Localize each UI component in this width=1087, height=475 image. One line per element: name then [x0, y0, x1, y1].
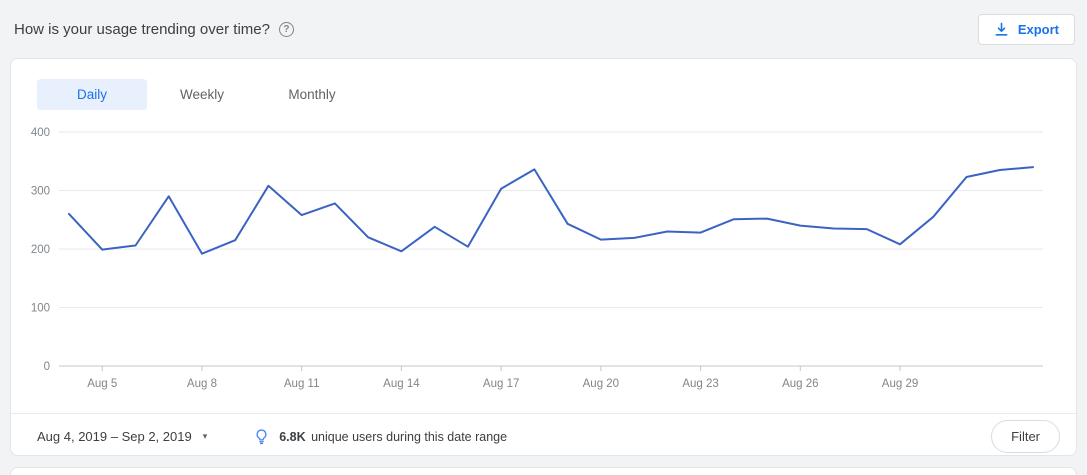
insight-text-wrap: 6.8K unique users during this date range	[279, 430, 507, 444]
title-wrap: How is your usage trending over time? ?	[14, 21, 294, 38]
download-icon	[995, 22, 1008, 36]
usage-chart-card: Daily Weekly Monthly 0 100 200 300 400 Aug 5 A…	[10, 58, 1077, 456]
svg-text:Aug 29: Aug 29	[882, 378, 918, 390]
svg-text:Aug 17: Aug 17	[483, 378, 519, 390]
svg-text:300: 300	[31, 186, 50, 198]
svg-text:Aug 5: Aug 5	[87, 378, 117, 390]
next-section-card-edge	[10, 467, 1077, 475]
chart-footer: Aug 4, 2019 – Sep 2, 2019 ▾ 6.8K unique …	[11, 413, 1076, 459]
tab-monthly[interactable]: Monthly	[288, 87, 336, 102]
svg-text:100: 100	[31, 303, 50, 315]
svg-text:Aug 8: Aug 8	[187, 378, 217, 390]
svg-text:Aug 11: Aug 11	[284, 378, 320, 390]
tab-weekly[interactable]: Weekly	[179, 87, 224, 102]
tab-daily[interactable]: Daily	[37, 79, 147, 110]
filter-button[interactable]: Filter	[991, 420, 1060, 453]
date-range-label: Aug 4, 2019 – Sep 2, 2019	[37, 429, 192, 444]
granularity-tabs: Daily Weekly Monthly	[11, 59, 1076, 110]
page-title: How is your usage trending over time?	[14, 20, 270, 38]
insight-note: 6.8K unique users during this date range	[253, 428, 507, 445]
export-button[interactable]: Export	[977, 13, 1075, 45]
usage-line-chart: 0 100 200 300 400 Aug 5 Aug 8 Aug 11 Aug 14 Aug 1…	[11, 110, 1076, 413]
svg-text:Aug 26: Aug 26	[782, 378, 818, 390]
export-label: Export	[1017, 21, 1059, 37]
svg-text:200: 200	[31, 244, 50, 256]
svg-text:Aug 14: Aug 14	[383, 378, 420, 390]
svg-text:Aug 23: Aug 23	[682, 378, 718, 390]
section-header: How is your usage trending over time? ? …	[0, 0, 1087, 58]
insight-value: 6.8K	[279, 429, 306, 444]
help-icon[interactable]: ?	[278, 21, 294, 37]
date-range-selector[interactable]: Aug 4, 2019 – Sep 2, 2019 ▾	[37, 429, 207, 444]
line-chart-svg: 0 100 200 300 400 Aug 5 Aug 8 Aug 11 Aug 14 Aug 1…	[31, 127, 1043, 390]
lightbulb-icon	[256, 429, 267, 445]
chevron-down-icon: ▾	[202, 431, 208, 441]
svg-text:Aug 20: Aug 20	[583, 378, 619, 390]
svg-text:400: 400	[31, 127, 50, 139]
insight-text: unique users during this date range	[307, 429, 508, 444]
svg-text:0: 0	[44, 361, 50, 373]
